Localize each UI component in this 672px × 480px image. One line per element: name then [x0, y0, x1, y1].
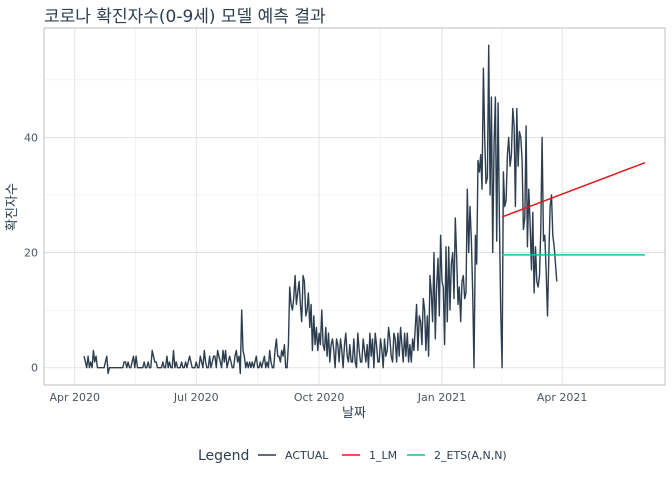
y-tick-label: 0 — [31, 362, 38, 375]
legend-label-lm: 1_LM — [369, 449, 397, 462]
legend-label-ets: 2_ETS(A,N,N) — [434, 449, 507, 462]
series-line-1-lm — [501, 161, 646, 218]
grid-lines — [44, 28, 665, 385]
x-tick-label: Jan 2021 — [417, 391, 466, 404]
legend-label-actual: ACTUAL — [285, 449, 329, 462]
legend-title: Legend — [198, 448, 249, 464]
y-tick-label: 20 — [24, 247, 38, 260]
x-tick-label: Jul 2020 — [173, 391, 219, 404]
series-lines — [83, 44, 646, 375]
y-axis-label: 확진자수 — [5, 183, 20, 231]
y-axis-ticks: 0 20 40 — [24, 131, 38, 374]
y-tick-label: 40 — [24, 131, 38, 144]
x-axis-ticks: Apr 2020 Jul 2020 Oct 2020 Jan 2021 Apr 2021 — [49, 391, 587, 404]
x-tick-label: Oct 2020 — [294, 391, 345, 404]
chart-title: 코로나 확진자수(0-9세) 모델 예측 결과 — [44, 7, 326, 27]
series-line-actual — [83, 44, 558, 375]
x-tick-label: Apr 2020 — [49, 391, 100, 404]
x-axis-label: 날짜 — [342, 406, 366, 421]
x-tick-label: Apr 2021 — [537, 391, 588, 404]
plot-panel-border — [43, 27, 666, 386]
legend: Legend ACTUAL 1_LM 2_ETS(A,N,N) — [198, 448, 507, 464]
